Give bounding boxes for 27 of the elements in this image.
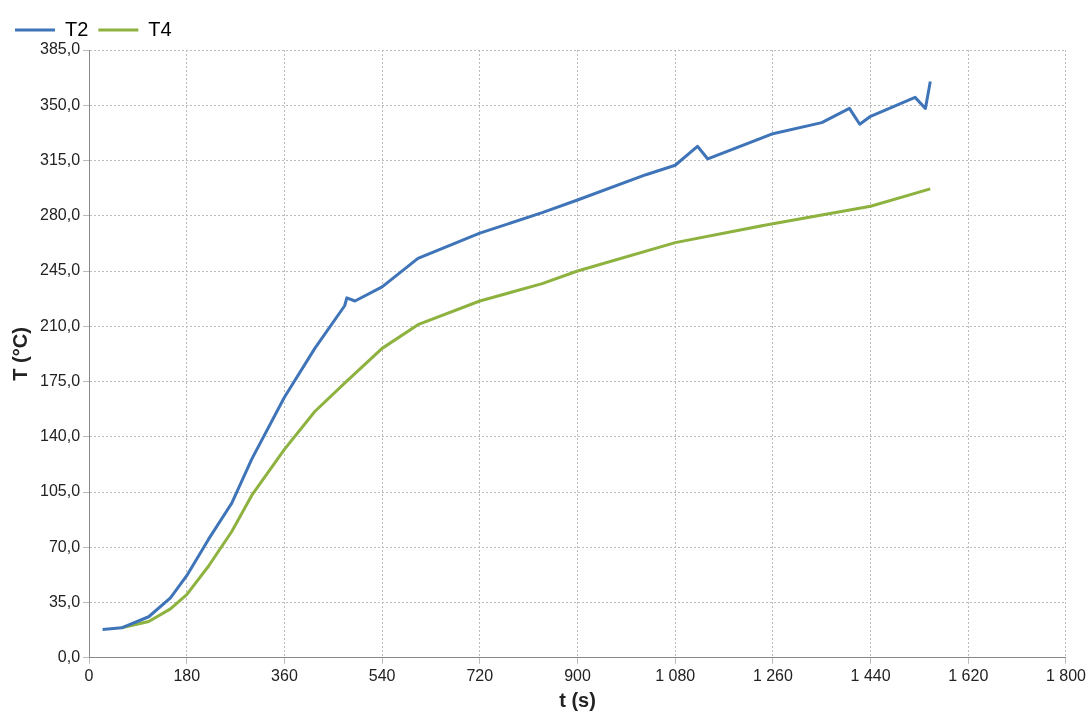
x-tick-label: 360	[271, 666, 298, 684]
y-tick-label: 35,0	[48, 592, 81, 610]
y-tick-label: 175,0	[39, 371, 81, 389]
x-tick-label: 180	[173, 666, 201, 684]
legend-label: T4	[148, 17, 172, 40]
y-tick-label: 350,0	[39, 95, 81, 113]
legend-label: T2	[65, 17, 89, 40]
y-tick-label: 210,0	[39, 316, 81, 334]
y-tick-label: 0,0	[57, 648, 81, 666]
x-axis-title: t (s)	[559, 688, 596, 711]
x-tick-label: 1 620	[948, 666, 989, 684]
y-tick-label: 70,0	[48, 537, 81, 555]
y-tick-label: 140,0	[39, 427, 81, 445]
x-tick-label: 1 800	[1045, 666, 1087, 684]
y-tick-label: 385,0	[39, 40, 81, 58]
y-tick-label: 315,0	[39, 150, 81, 168]
x-tick-label: 1 260	[752, 666, 794, 684]
x-tick-label: 540	[368, 666, 396, 684]
y-tick-label: 105,0	[39, 482, 81, 500]
x-tick-label: 900	[564, 666, 591, 684]
y-tick-label: 245,0	[39, 261, 81, 279]
y-tick-label: 280,0	[39, 206, 81, 224]
x-tick-label: 0	[84, 666, 94, 684]
x-tick-label: 720	[466, 666, 494, 684]
x-tick-label: 1 440	[850, 666, 891, 684]
y-axis-title: T (°C)	[8, 327, 31, 381]
x-tick-label: 1 080	[655, 666, 696, 684]
